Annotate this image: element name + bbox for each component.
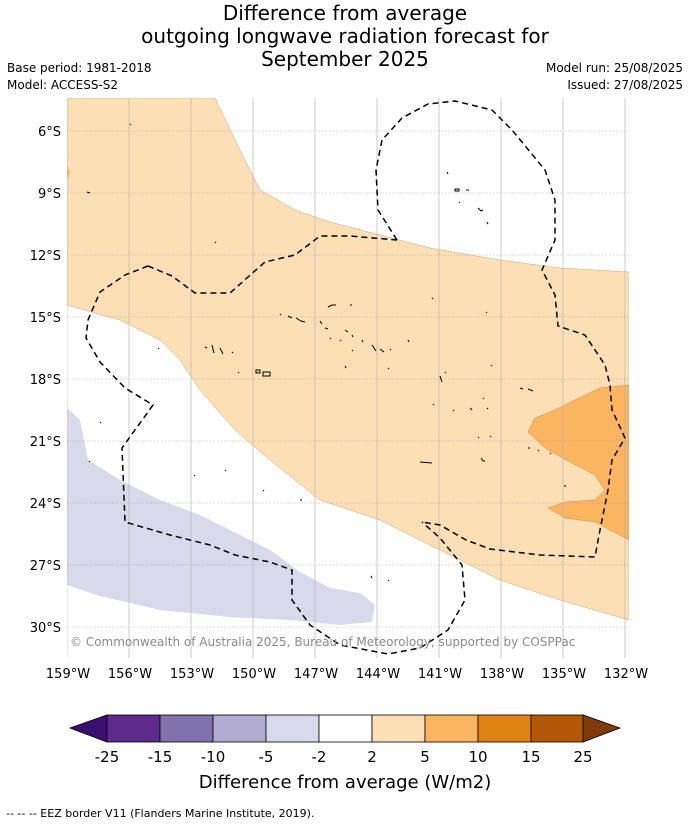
anomaly-patch-5-to-10-west	[67, 165, 70, 182]
colorbar-bin	[530, 714, 584, 743]
longitude-gridlines	[67, 98, 626, 658]
anomaly-region-5-to-10	[527, 384, 629, 541]
lon-label: 138°W	[480, 667, 524, 682]
colorbar-tick: 5	[420, 748, 430, 766]
colorbar-bin	[371, 714, 426, 743]
map-panel: © Commonwealth of Australia 2025, Bureau…	[67, 98, 629, 658]
map-title-line-3: September 2025	[261, 47, 429, 71]
colorbar-bin	[477, 714, 532, 743]
lon-label: 159°W	[46, 667, 90, 682]
lat-label: 9°S	[38, 187, 61, 202]
colorbar-bin	[106, 714, 161, 743]
latitude-labels: 6°S 9°S 12°S 15°S 18°S 21°S 24°S 27°S 30…	[30, 125, 61, 636]
colorbar-bin	[265, 714, 320, 743]
lat-label: 6°S	[38, 125, 61, 140]
lon-label: 144°W	[356, 667, 400, 682]
longitude-labels: 159°W 156°W 153°W 150°W 147°W 144°W 141°…	[46, 667, 648, 682]
colorbar-tick: 25	[573, 748, 592, 766]
colorbar-arrow-low	[68, 714, 108, 743]
lon-label: 153°W	[170, 667, 214, 682]
copyright-notice: © Commonwealth of Australia 2025, Bureau…	[70, 635, 575, 649]
colorbar-tick: -5	[259, 748, 274, 766]
colorbar-tick: -25	[95, 748, 120, 766]
colorbar-bin	[159, 714, 214, 743]
eez-border-southern-pacific	[85, 265, 466, 655]
colorbar-bin	[424, 714, 479, 743]
lon-label: 156°W	[108, 667, 152, 682]
colorbar-bin	[212, 714, 267, 743]
lon-label: 141°W	[418, 667, 462, 682]
map-title-line-2: outgoing longwave radiation forecast for	[141, 24, 549, 48]
colorbar-arrow-high	[582, 714, 622, 743]
colorbar-tick: 10	[468, 748, 487, 766]
lon-label: 147°W	[294, 667, 338, 682]
lat-label: 30°S	[30, 621, 61, 636]
latitude-gridlines	[67, 130, 629, 628]
colorbar-tick: 2	[367, 748, 377, 766]
colorbar-label: Difference from average (W/m2)	[199, 772, 491, 793]
eez-border-footnote: -- -- -- EEZ border V11 (Flanders Marine…	[6, 807, 315, 820]
map-title-line-1: Difference from average	[222, 1, 468, 25]
base-period-label: Base period: 1981-2018	[7, 61, 152, 75]
anomaly-region-2-to-5	[67, 98, 629, 621]
colorbar-ticks: -25 -15 -10 -5 -2 2 5 10 15 25	[95, 748, 593, 766]
colorbar-tick: 15	[521, 748, 540, 766]
lat-label: 15°S	[30, 311, 61, 326]
eez-border-central	[147, 235, 398, 294]
lon-label: 132°W	[604, 667, 648, 682]
colorbar-tick: -2	[312, 748, 327, 766]
lat-label: 18°S	[30, 373, 61, 388]
colorbar	[68, 714, 622, 743]
eez-borders	[85, 100, 626, 655]
lat-label: 12°S	[30, 249, 61, 264]
islands	[86, 123, 566, 582]
model-run-label: Model run: 25/08/2025	[545, 61, 683, 75]
model-label: Model: ACCESS-S2	[7, 78, 119, 92]
colorbar-tick: -10	[201, 748, 226, 766]
lat-label: 27°S	[30, 559, 61, 574]
lon-label: 150°W	[232, 667, 276, 682]
issued-label: Issued: 27/08/2025	[567, 78, 683, 92]
anomaly-region-neg-5-to-neg-2	[67, 408, 375, 625]
lon-label: 135°W	[542, 667, 586, 682]
eez-border-northern	[375, 100, 626, 558]
lat-label: 24°S	[30, 497, 61, 512]
colorbar-tick: -15	[148, 748, 173, 766]
colorbar-bin	[318, 714, 373, 743]
lat-label: 21°S	[30, 435, 61, 450]
